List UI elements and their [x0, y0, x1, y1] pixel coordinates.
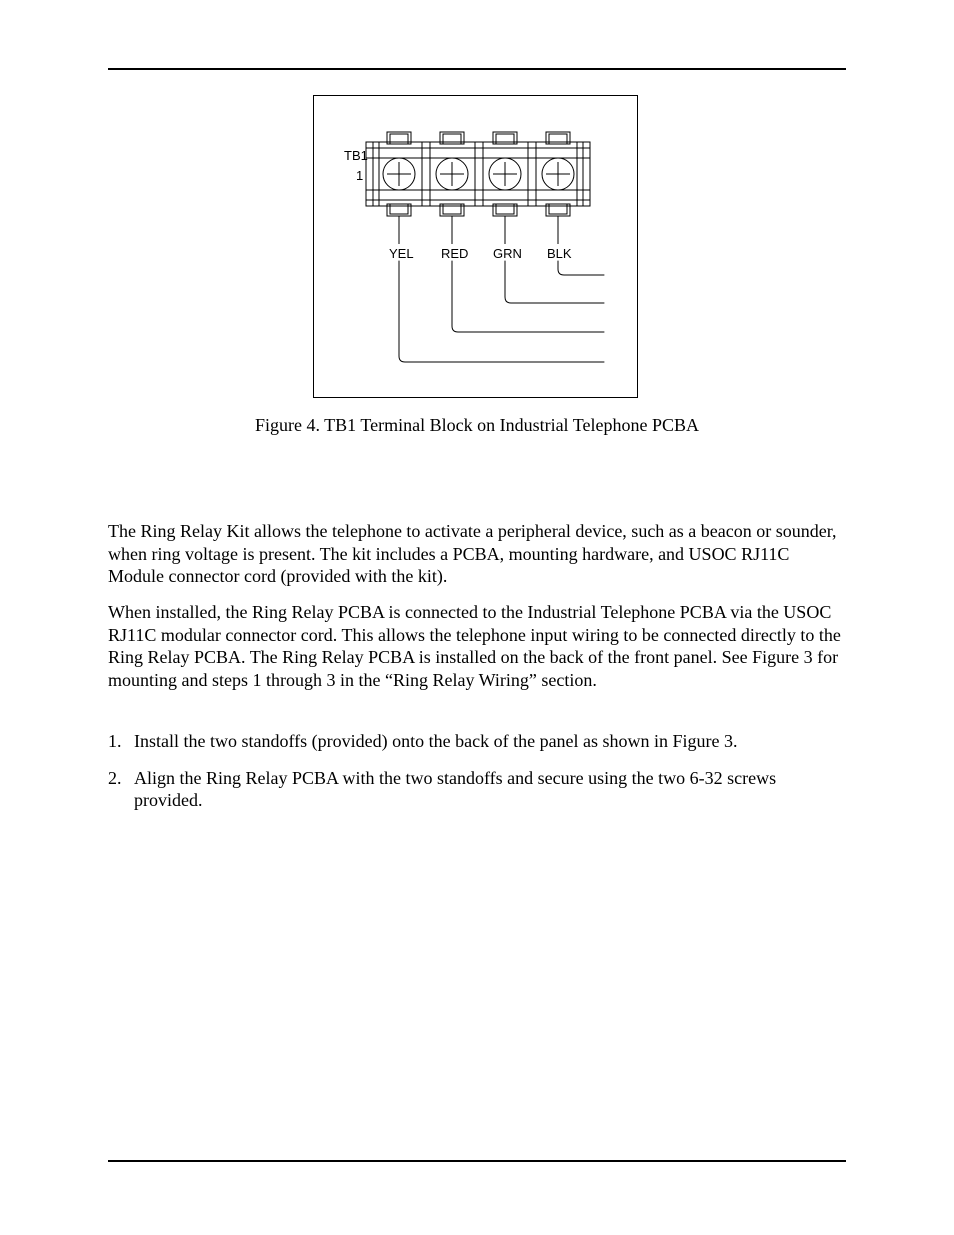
page: TB1 1 — [108, 0, 846, 1235]
list-item: 1. Install the two standoffs (provided) … — [108, 730, 846, 753]
top-rule — [108, 68, 846, 70]
bottom-rule — [108, 1160, 846, 1162]
paragraph-2: When installed, the Ring Relay PCBA is c… — [108, 601, 846, 691]
terminal-2 — [436, 132, 468, 216]
list-number: 2. — [108, 767, 134, 812]
label-blk: BLK — [547, 246, 572, 261]
label-tb1: TB1 — [344, 148, 368, 163]
list-text: Install the two standoffs (provided) ont… — [134, 730, 846, 753]
figure-tb1-terminal-block: TB1 1 — [313, 95, 638, 398]
label-red: RED — [441, 246, 468, 261]
terminal-4 — [542, 132, 574, 216]
ordered-list: 1. Install the two standoffs (provided) … — [108, 730, 846, 826]
label-grn: GRN — [493, 246, 522, 261]
figure-caption: Figure 4. TB1 Terminal Block on Industri… — [108, 415, 846, 436]
tb1-diagram-svg: TB1 1 — [314, 96, 639, 399]
list-text: Align the Ring Relay PCBA with the two s… — [134, 767, 846, 812]
list-item: 2. Align the Ring Relay PCBA with the tw… — [108, 767, 846, 812]
list-number: 1. — [108, 730, 134, 753]
terminal-1 — [383, 132, 415, 216]
label-pin1: 1 — [356, 168, 363, 183]
terminal-3 — [489, 132, 521, 216]
label-yel: YEL — [389, 246, 414, 261]
paragraph-1: The Ring Relay Kit allows the telephone … — [108, 520, 846, 588]
